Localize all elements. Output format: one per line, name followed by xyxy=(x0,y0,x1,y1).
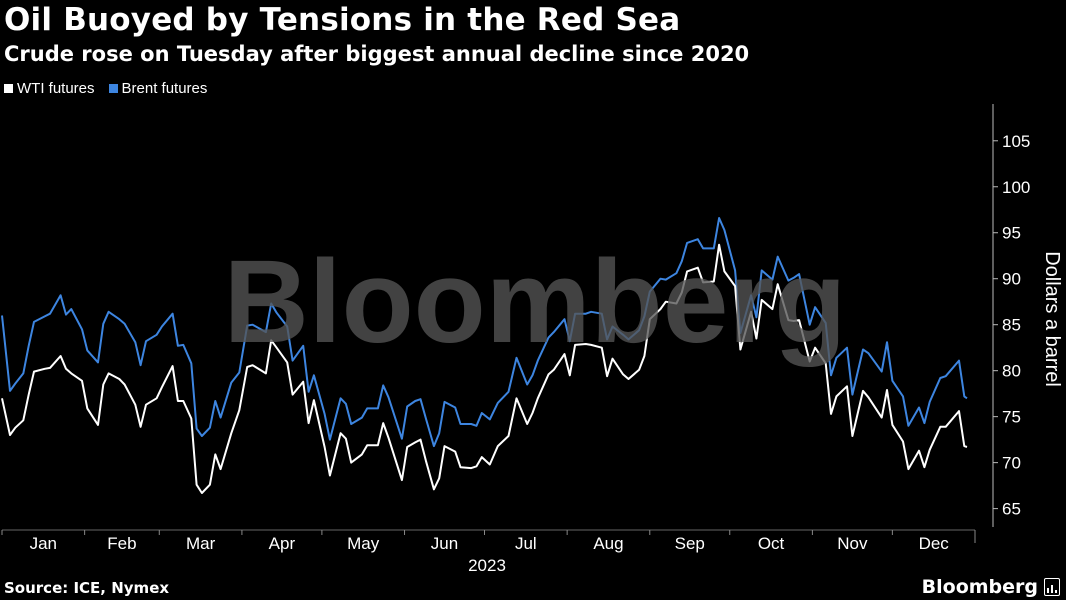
legend: WTI futures Brent futures xyxy=(4,80,207,97)
y-axis-label: Dollars a barrel xyxy=(1041,251,1063,387)
axis-layer: 65 70 75 80 85 90 95 100 105 Dollars a barrel Jan F… xyxy=(1,104,1063,575)
y-tick-label: 95 xyxy=(1002,224,1021,243)
bar-chart-icon xyxy=(1044,578,1060,596)
y-tick-label: 85 xyxy=(1002,316,1021,335)
legend-item-wti: WTI futures xyxy=(4,80,95,97)
brand-logo: Bloomberg xyxy=(922,576,1060,598)
x-tick-label-oct: Oct xyxy=(758,534,785,553)
brand-name: Bloomberg xyxy=(921,576,1038,598)
y-tick-label: 75 xyxy=(1002,408,1021,427)
series-line-wti xyxy=(1,243,968,494)
x-tick-label-may: May xyxy=(347,534,380,553)
series-line-brent xyxy=(1,217,968,448)
x-tick-label-jul: Jul xyxy=(515,534,537,553)
x-tick-label-nov: Nov xyxy=(837,534,868,553)
y-tick-label: 105 xyxy=(1002,132,1030,151)
y-tick-label: 100 xyxy=(1002,178,1030,197)
x-tick-label-feb: Feb xyxy=(107,534,136,553)
legend-swatch-wti xyxy=(4,84,13,93)
y-tick-label: 70 xyxy=(1002,454,1021,473)
legend-label-wti: WTI futures xyxy=(17,80,95,97)
chart-subtitle: Crude rose on Tuesday after biggest annu… xyxy=(4,42,750,66)
y-tick-label: 80 xyxy=(1002,362,1021,381)
series-layer xyxy=(1,217,968,494)
legend-label-brent: Brent futures xyxy=(121,80,208,97)
x-tick-label-jan: Jan xyxy=(30,534,57,553)
x-tick-label-mar: Mar xyxy=(186,534,216,553)
legend-item-brent: Brent futures xyxy=(108,80,208,97)
x-tick-label-apr: Apr xyxy=(269,534,296,553)
x-tick-label-sep: Sep xyxy=(675,534,705,553)
y-tick-label: 65 xyxy=(1002,500,1021,519)
x-tick-label-aug: Aug xyxy=(593,534,623,553)
source-note: Source: ICE, Nymex xyxy=(4,579,170,597)
x-axis-label: 2023 xyxy=(468,556,506,575)
legend-swatch-brent xyxy=(108,84,118,93)
watermark-text: Bloomberg xyxy=(224,236,847,368)
x-tick-label-jun: Jun xyxy=(431,534,458,553)
y-tick-label: 90 xyxy=(1002,270,1021,289)
chart-title: Oil Buoyed by Tensions in the Red Sea xyxy=(4,2,681,38)
x-tick-label-dec: Dec xyxy=(919,534,950,553)
